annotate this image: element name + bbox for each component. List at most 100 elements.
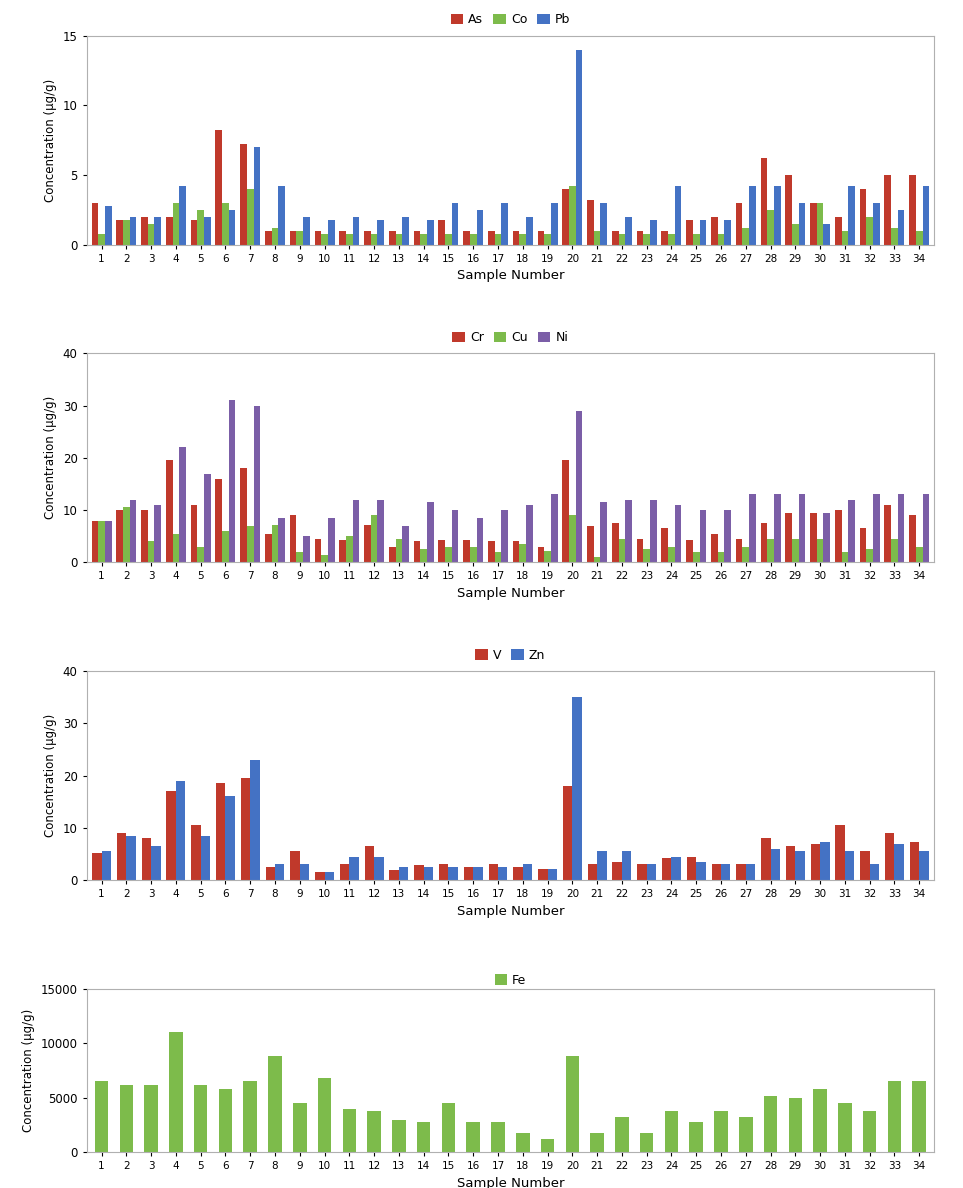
- Bar: [873, 203, 880, 245]
- Bar: [565, 1056, 579, 1152]
- Bar: [612, 861, 622, 880]
- Bar: [637, 539, 643, 562]
- Bar: [371, 234, 377, 245]
- Bar: [711, 533, 717, 562]
- Bar: [449, 867, 457, 880]
- Legend: Cr, Cu, Ni: Cr, Cu, Ni: [448, 327, 573, 349]
- Bar: [923, 494, 929, 562]
- Bar: [244, 1081, 257, 1152]
- Bar: [835, 510, 842, 562]
- Bar: [222, 203, 229, 245]
- Bar: [240, 468, 247, 562]
- Bar: [445, 234, 452, 245]
- Bar: [873, 494, 880, 562]
- Bar: [650, 220, 657, 245]
- Bar: [179, 448, 186, 562]
- Bar: [438, 541, 445, 562]
- Bar: [414, 542, 420, 562]
- Bar: [278, 187, 285, 245]
- Bar: [123, 507, 130, 562]
- Bar: [352, 216, 359, 245]
- Bar: [166, 461, 172, 562]
- Bar: [693, 234, 699, 245]
- Bar: [551, 494, 558, 562]
- Y-axis label: Concentration (μg/g): Concentration (μg/g): [44, 714, 57, 838]
- Bar: [420, 234, 427, 245]
- Bar: [327, 518, 334, 562]
- Bar: [867, 216, 873, 245]
- Bar: [290, 230, 297, 245]
- Legend: As, Co, Pb: As, Co, Pb: [446, 8, 575, 31]
- Bar: [643, 234, 650, 245]
- Bar: [241, 778, 250, 880]
- Bar: [197, 210, 204, 245]
- Bar: [842, 230, 848, 245]
- Bar: [172, 203, 179, 245]
- Bar: [166, 216, 172, 245]
- Bar: [891, 228, 898, 245]
- Bar: [587, 526, 594, 562]
- Bar: [364, 525, 371, 562]
- Bar: [625, 216, 632, 245]
- Bar: [117, 510, 123, 562]
- Bar: [191, 505, 197, 562]
- Bar: [789, 1098, 802, 1152]
- Bar: [601, 503, 607, 562]
- Bar: [647, 865, 656, 880]
- Bar: [130, 500, 137, 562]
- Bar: [888, 1081, 901, 1152]
- Bar: [696, 861, 706, 880]
- Bar: [495, 552, 502, 562]
- Bar: [601, 203, 607, 245]
- Bar: [786, 846, 795, 880]
- Bar: [325, 872, 334, 880]
- Bar: [590, 1132, 604, 1152]
- Bar: [403, 526, 409, 562]
- Bar: [126, 835, 136, 880]
- Bar: [836, 826, 845, 880]
- Bar: [745, 865, 755, 880]
- Bar: [427, 220, 433, 245]
- Bar: [216, 783, 225, 880]
- Bar: [664, 1111, 678, 1152]
- Bar: [339, 230, 346, 245]
- Bar: [618, 234, 625, 245]
- Bar: [898, 210, 904, 245]
- Bar: [123, 220, 130, 245]
- Bar: [105, 520, 112, 562]
- Bar: [643, 549, 650, 562]
- Bar: [736, 539, 742, 562]
- Bar: [737, 865, 745, 880]
- Bar: [612, 230, 618, 245]
- Bar: [576, 50, 583, 245]
- Bar: [297, 230, 303, 245]
- Bar: [638, 865, 647, 880]
- Bar: [662, 529, 668, 562]
- Bar: [346, 536, 352, 562]
- Bar: [265, 230, 272, 245]
- Bar: [587, 865, 597, 880]
- Bar: [562, 461, 569, 562]
- Bar: [519, 234, 526, 245]
- Bar: [687, 220, 693, 245]
- Bar: [537, 546, 544, 562]
- Bar: [768, 210, 774, 245]
- Bar: [538, 868, 548, 880]
- X-axis label: Sample Number: Sample Number: [456, 905, 564, 917]
- Bar: [144, 1085, 158, 1152]
- Bar: [322, 234, 327, 245]
- Bar: [399, 867, 408, 880]
- Bar: [736, 203, 742, 245]
- Bar: [615, 1118, 629, 1152]
- Bar: [715, 1111, 728, 1152]
- Bar: [91, 520, 98, 562]
- Bar: [639, 1132, 654, 1152]
- Bar: [662, 858, 671, 880]
- Y-axis label: Concentration (μg/g): Concentration (μg/g): [22, 1009, 35, 1132]
- Bar: [572, 697, 582, 880]
- Bar: [229, 400, 236, 562]
- Bar: [724, 220, 731, 245]
- Bar: [477, 210, 483, 245]
- Bar: [371, 516, 377, 562]
- Bar: [315, 539, 322, 562]
